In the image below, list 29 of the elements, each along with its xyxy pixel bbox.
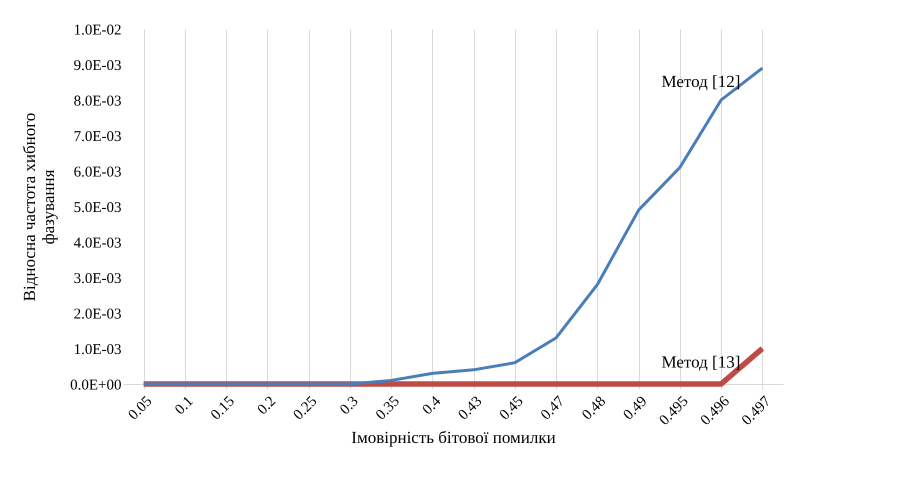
x-tick-label: 0.3 (337, 394, 362, 418)
x-tick-label: 0.4 (420, 393, 445, 418)
y-tick-label: 2.0E-03 (74, 306, 122, 322)
y-axis-title: Відносна частота хибного фазування (20, 112, 58, 302)
x-tick-label: 0.48 (579, 394, 610, 424)
y-tick-label: 5.0E-03 (74, 200, 122, 216)
x-tick-label: 0.05 (126, 394, 156, 424)
x-tick-label: 0.15 (208, 394, 238, 424)
y-tick-label: 1.0E-03 (74, 342, 122, 358)
y-tick-label: 1.0E-02 (74, 22, 122, 38)
y-tick-label: 4.0E-03 (74, 236, 122, 252)
x-tick-label: 0.25 (290, 394, 320, 424)
x-tick-label: 0.35 (373, 394, 403, 424)
x-tick-label: 0.1 (172, 394, 197, 418)
x-tick-label: 0.2 (254, 394, 280, 418)
x-tick-label: 0.43 (456, 394, 486, 424)
y-tick-label: 9.0E-03 (74, 58, 122, 74)
series-label: Метод [13] (662, 352, 740, 372)
y-tick-label: 7.0E-03 (74, 129, 122, 145)
x-axis-title: Імовірність бітової помилки (351, 428, 556, 447)
line-series (142, 66, 764, 386)
x-tick-label: 0.49 (620, 394, 650, 424)
x-tick-label: 0.47 (538, 393, 568, 424)
y-tick-label: 3.0E-03 (74, 271, 122, 287)
y-tick-label: 6.0E-03 (74, 164, 122, 180)
series-label: Метод [12] (662, 72, 740, 92)
y-tick-label: 8.0E-03 (74, 94, 122, 110)
x-tick-label: 0.45 (496, 394, 527, 424)
y-tick-label: 0.0E+00 (70, 378, 122, 394)
